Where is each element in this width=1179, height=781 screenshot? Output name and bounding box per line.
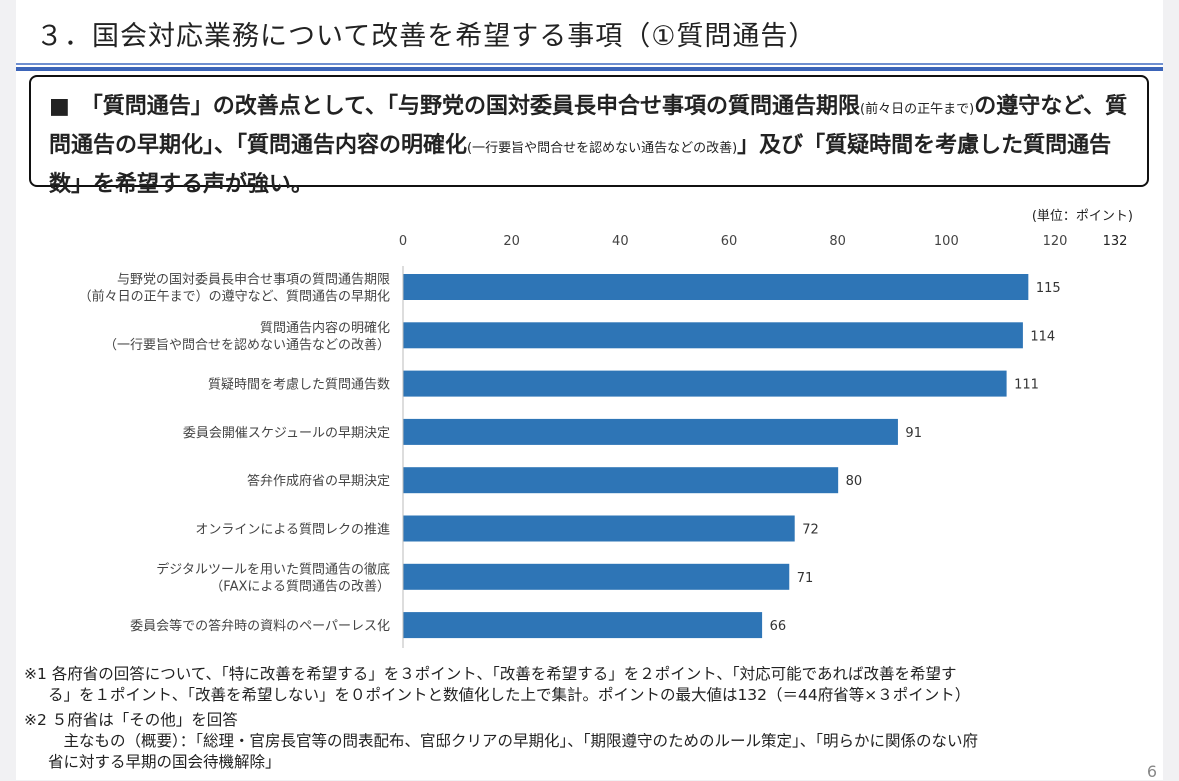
- page-number: 6: [1146, 762, 1157, 781]
- summary-text-part: 」及び「質疑時間を考慮した質問通告数」を希望する声が強い。: [49, 133, 1112, 197]
- x-tick-label: 100: [934, 234, 959, 249]
- x-tick-label: 20: [503, 234, 520, 249]
- title-rule-thick: [16, 67, 1163, 71]
- category-label: デジタルツールを用いた質問通告の徹底: [156, 561, 390, 577]
- note-2a: ※2 ５府省は「その他」を回答: [24, 711, 238, 729]
- data-label: 91: [905, 426, 922, 441]
- summary-text-part: (前々日の正午まで): [860, 102, 975, 117]
- bar: [403, 370, 1007, 397]
- bar: [403, 274, 1029, 300]
- footnotes: ※1 各府省の回答について、「特に改善を希望する」を３ポイント、「改善を希望する…: [24, 664, 1154, 773]
- summary-box: ■ 「質問通告」の改善点として、「与野党の国対委員長申合せ事項の質問通告期限(前…: [29, 75, 1149, 197]
- category-label: 質疑時間を考慮した質問通告数: [208, 377, 390, 393]
- bar: [403, 612, 763, 639]
- x-tick-label: 40: [612, 234, 629, 249]
- bar: [403, 563, 790, 590]
- bar: [403, 467, 839, 494]
- x-tick-label: 60: [721, 234, 738, 249]
- category-label: （一行要旨や問合せを認めない通告などの改善）: [104, 337, 390, 353]
- note-2b: 主なもの（概要）：「総理・官房長官等の問表配布、官邸クリアの早期化」、「期限遵守…: [48, 732, 979, 750]
- note-1b: る」を１ポイント、「改善を希望しない」を０ポイントと数値化した上で集計。ポイント…: [48, 686, 971, 704]
- x-tick-label: 120: [1043, 234, 1068, 249]
- data-label: 71: [797, 571, 814, 586]
- x-axis-max-label: 132: [1103, 234, 1128, 249]
- bar: [403, 515, 795, 542]
- category-label: （FAXによる質問通告の改善）: [210, 578, 390, 594]
- category-label: 委員会開催スケジュールの早期決定: [183, 426, 390, 441]
- category-label: 委員会等での答弁時の資料のペーパーレス化: [130, 618, 390, 634]
- bar: [403, 418, 898, 445]
- summary-text-part: の遵守など、質問通告の早期化」、「質問通告内容の明確化: [49, 94, 1128, 158]
- category-label: （前々日の正午まで）の遵守など、質問通告の早期化: [79, 289, 390, 305]
- category-label: 質問通告内容の明確化: [260, 320, 390, 336]
- data-label: 72: [802, 523, 819, 538]
- slide-title: ３．国会対応業務について改善を希望する事項（①質問通告）: [36, 21, 817, 52]
- data-label: 66: [770, 619, 787, 634]
- x-tick-label: 0: [399, 234, 407, 249]
- bullet: ■: [49, 94, 70, 119]
- category-label: 答弁作成府省の早期決定: [247, 473, 390, 489]
- data-label: 111: [1014, 378, 1039, 393]
- x-tick-label: 80: [829, 234, 846, 249]
- note-2c: 省に対する早期の国会待機解除」: [48, 753, 281, 771]
- data-label: 114: [1030, 329, 1055, 344]
- data-label: 115: [1036, 281, 1061, 296]
- category-label: オンラインによる質問レクの推進: [195, 523, 390, 538]
- summary-text-part: 「質問通告」の改善点として、「与野党の国対委員長申合せ事項の質問通告期限: [69, 94, 861, 119]
- note-1a: ※1 各府省の回答について、「特に改善を希望する」を３ポイント、「改善を希望する…: [24, 665, 957, 683]
- unit-label: (単位：ポイント): [1031, 209, 1133, 224]
- category-label: 与野党の国対委員長申合せ事項の質問通告期限: [117, 273, 390, 288]
- bar: [403, 322, 1023, 349]
- summary-text-part: (一行要旨や問合せを認めない通告などの改善): [467, 141, 738, 156]
- data-label: 80: [846, 474, 863, 489]
- title-rule: [16, 63, 1163, 65]
